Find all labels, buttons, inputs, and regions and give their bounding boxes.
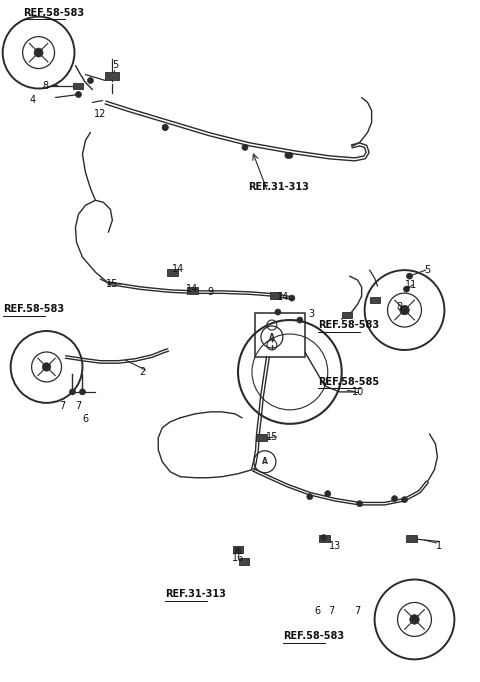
Text: 2: 2 — [139, 367, 145, 377]
Circle shape — [162, 124, 168, 130]
Circle shape — [297, 317, 303, 323]
Circle shape — [70, 389, 75, 395]
Text: 14: 14 — [186, 284, 198, 294]
Circle shape — [285, 152, 291, 158]
Text: 6: 6 — [315, 606, 321, 617]
Circle shape — [75, 91, 82, 98]
Bar — [255, 313, 305, 357]
Text: REF.31-313: REF.31-313 — [165, 589, 226, 599]
Circle shape — [392, 496, 397, 502]
Text: 7: 7 — [75, 401, 82, 411]
Text: 12: 12 — [94, 110, 107, 119]
Text: 11: 11 — [406, 280, 418, 290]
Text: 5: 5 — [424, 265, 431, 275]
Circle shape — [287, 152, 293, 158]
Bar — [406, 535, 417, 542]
Circle shape — [307, 494, 313, 500]
Text: REF.58-585: REF.58-585 — [318, 377, 379, 387]
Text: 3: 3 — [309, 309, 315, 319]
Text: 7: 7 — [329, 606, 335, 617]
Text: REF.58-583: REF.58-583 — [318, 320, 379, 330]
Circle shape — [357, 501, 363, 507]
Bar — [239, 558, 250, 565]
Text: 6: 6 — [83, 414, 88, 424]
Circle shape — [400, 306, 409, 315]
Text: 16: 16 — [232, 552, 244, 563]
Circle shape — [321, 535, 327, 541]
Circle shape — [34, 48, 43, 57]
Text: 7: 7 — [60, 401, 66, 411]
Circle shape — [162, 124, 168, 130]
Text: 10: 10 — [351, 387, 364, 397]
Text: A: A — [269, 333, 275, 342]
Text: 9: 9 — [207, 287, 213, 297]
Circle shape — [242, 145, 248, 151]
Text: 15: 15 — [266, 432, 278, 442]
Text: REF.58-583: REF.58-583 — [283, 632, 344, 641]
Text: 8: 8 — [396, 302, 403, 312]
Text: 4: 4 — [30, 95, 36, 106]
Text: 8: 8 — [43, 80, 48, 91]
Text: REF.58-583: REF.58-583 — [23, 8, 84, 18]
Circle shape — [235, 548, 241, 554]
Bar — [187, 286, 198, 293]
Text: REF.58-583: REF.58-583 — [3, 304, 64, 314]
Text: 14: 14 — [277, 292, 289, 302]
Bar — [256, 434, 267, 441]
Circle shape — [325, 490, 331, 496]
Bar — [73, 83, 84, 89]
Text: 15: 15 — [106, 279, 119, 289]
Circle shape — [404, 286, 409, 292]
Bar — [342, 312, 352, 318]
Text: A: A — [262, 457, 268, 466]
Circle shape — [289, 295, 295, 301]
Bar — [232, 546, 243, 553]
Circle shape — [410, 614, 419, 624]
Text: 14: 14 — [172, 264, 184, 274]
Circle shape — [87, 78, 94, 83]
Circle shape — [275, 309, 281, 315]
Circle shape — [407, 273, 412, 279]
Bar — [106, 72, 120, 80]
Text: 7: 7 — [355, 606, 361, 617]
Bar — [319, 535, 330, 542]
Text: REF.31-313: REF.31-313 — [248, 182, 309, 192]
Text: 1: 1 — [436, 541, 443, 550]
Text: 13: 13 — [329, 541, 341, 550]
Circle shape — [42, 363, 51, 371]
Bar — [370, 297, 380, 303]
Bar — [270, 292, 281, 299]
Circle shape — [80, 389, 85, 395]
Bar — [167, 269, 178, 276]
Text: 5: 5 — [112, 59, 119, 70]
Circle shape — [402, 496, 408, 503]
